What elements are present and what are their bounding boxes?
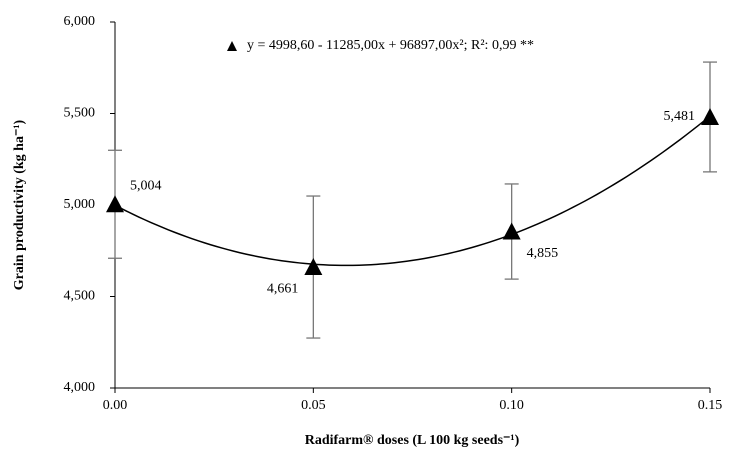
y-tick-label: 4,500 bbox=[64, 289, 96, 304]
x-axis-title: Radifarm® doses (L 100 kg seeds⁻¹) bbox=[305, 433, 520, 448]
data-label: 5,004 bbox=[130, 178, 162, 193]
y-tick-label: 5,000 bbox=[64, 197, 96, 212]
data-point bbox=[304, 258, 323, 276]
data-point bbox=[502, 222, 521, 240]
data-point bbox=[701, 107, 719, 125]
legend-label: y = 4998,60 - 11285,00x + 96897,00x²; R²… bbox=[247, 38, 534, 53]
x-tick-label: 0.10 bbox=[499, 398, 524, 413]
y-tick-label: 4,000 bbox=[64, 380, 96, 395]
y-tick-label: 6,000 bbox=[64, 14, 96, 29]
x-tick-label: 0.15 bbox=[698, 398, 723, 413]
data-point bbox=[106, 195, 124, 213]
y-tick-label: 5,500 bbox=[64, 106, 96, 121]
data-label: 4,661 bbox=[267, 281, 299, 296]
legend-marker bbox=[227, 41, 237, 51]
x-tick-label: 0.00 bbox=[103, 398, 128, 413]
y-axis-title: Grain productivity (kg ha⁻¹) bbox=[12, 119, 27, 290]
trendline bbox=[114, 115, 711, 267]
data-label: 4,855 bbox=[527, 246, 559, 261]
x-tick-label: 0.05 bbox=[301, 398, 326, 413]
data-label: 5,481 bbox=[664, 109, 696, 124]
